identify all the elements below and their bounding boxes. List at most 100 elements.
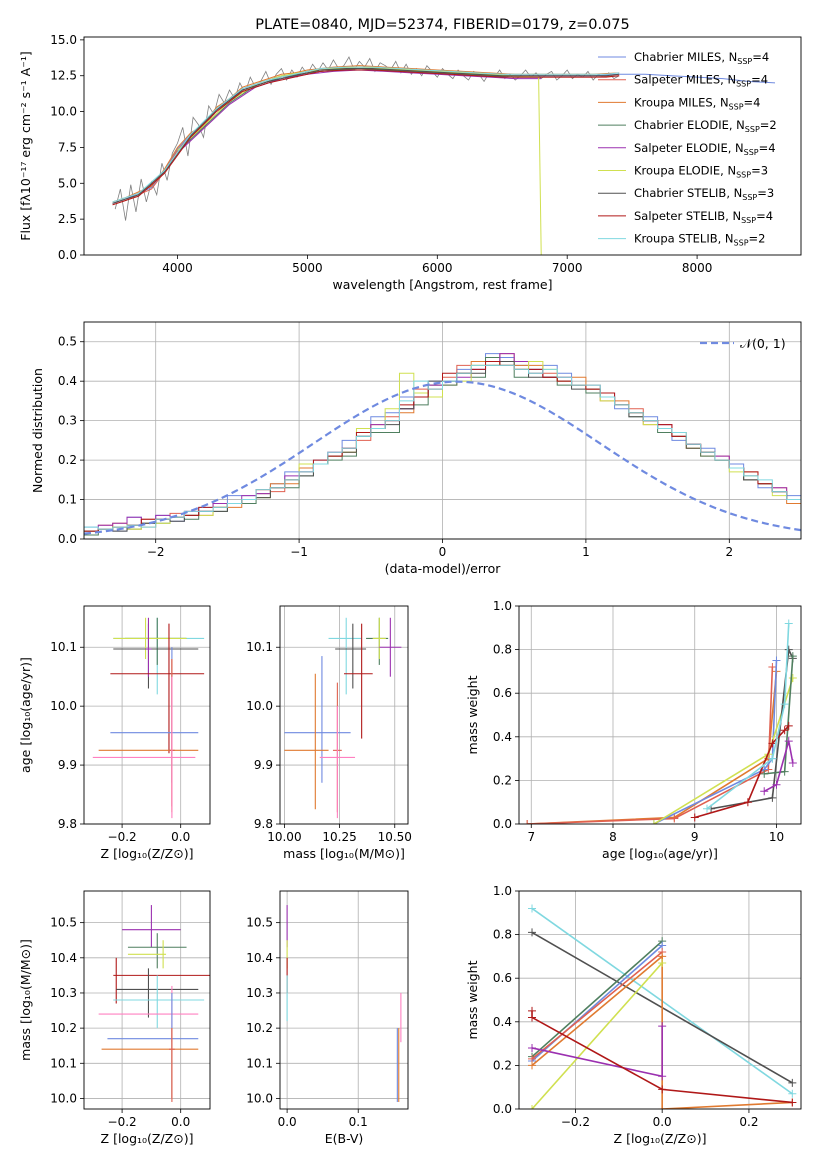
series-marker-1 <box>523 820 532 824</box>
series-marker-7 <box>784 721 793 730</box>
legend-label-6: Chabrier STELIB, NSSP=3 <box>634 186 774 202</box>
series-marker-0 <box>788 1089 797 1098</box>
axes-frame <box>83 605 211 825</box>
legend-label-3: Chabrier ELODIE, NSSP=2 <box>634 118 777 134</box>
axes-frame <box>83 36 802 256</box>
x-tick-label: −0.2 <box>561 1115 590 1129</box>
series-marker-7 <box>658 1022 667 1031</box>
y-tick-label: 12.5 <box>50 69 77 83</box>
y-tick-label: 9.8 <box>254 817 273 831</box>
series-line-2 <box>531 940 663 1058</box>
x-tick-label: 0.2 <box>739 1115 758 1129</box>
data-spectrum-line <box>114 56 620 221</box>
series-line-6 <box>112 68 620 204</box>
chart-mass-vs-ebv: 0.0 0.1 10.0 10.1 10.2 10.3 10.4 10.5 E(B-V) <box>246 890 409 1146</box>
series-line-4 <box>531 951 663 1060</box>
legend-label-subscript: SSP <box>741 216 756 225</box>
legend-label-1: Salpeter MILES, NSSP=4 <box>634 73 768 89</box>
axes-frame <box>279 605 409 825</box>
y-tick-label: 0.4 <box>58 374 77 388</box>
chart-age-vs-Z: −0.2 0.0 9.8 9.9 10.0 10.1 Z [log₁₀(Z/Z⊙)] age … <box>18 605 211 861</box>
y-axis-label: mass [log₁₀(M/M⊙)] <box>18 939 33 1061</box>
x-tick-label: 0.0 <box>171 830 190 844</box>
axes-frame <box>83 890 211 1110</box>
y-tick-label: 10.3 <box>50 986 77 1000</box>
y-tick-label: 10.1 <box>246 640 273 654</box>
y-tick-label: 15.0 <box>50 33 77 47</box>
series-marker-1 <box>670 814 679 823</box>
x-tick-label: 10.50 <box>378 830 412 844</box>
legend-label-subscript: SSP <box>744 148 759 157</box>
chart-title: PLATE=0840, MJD=52374, FIBERID=0179, z=0… <box>255 17 629 33</box>
series-marker-8 <box>788 1098 797 1107</box>
series-marker-8 <box>658 1085 667 1094</box>
series-line-3 <box>177 68 542 153</box>
series-marker-3 <box>649 820 658 824</box>
y-tick-label: 10.1 <box>246 1056 273 1070</box>
series-marker-6 <box>760 787 769 796</box>
series-marker-1 <box>528 928 537 937</box>
series-marker-2 <box>772 656 781 665</box>
x-axis-label: Z [log₁₀(Z/Z⊙)] <box>101 846 194 861</box>
y-tick-label: 10.5 <box>246 916 273 930</box>
plot-area <box>523 619 797 824</box>
y-tick-label: 10.0 <box>246 1091 273 1105</box>
series-line-7 <box>112 69 620 206</box>
y-tick-label: 10.1 <box>50 640 77 654</box>
series-marker-7 <box>658 1072 667 1081</box>
chart-weight-vs-Z: −0.2 0.0 0.2 0.0 0.2 0.4 0.6 0.8 1.0 Z [log₁₀(Z/Z… <box>465 884 802 1146</box>
legend-label-text: Chabrier ELODIE, N <box>634 118 745 132</box>
x-tick-label: 0.1 <box>349 1115 368 1129</box>
legend-label-value: =4 <box>751 73 768 87</box>
legend-label-text: Kroupa ELODIE, N <box>634 164 736 178</box>
axes-frame <box>518 605 802 825</box>
series-line-0 <box>527 671 778 824</box>
y-tick-label: 0.5 <box>58 335 77 349</box>
series-line-0 <box>112 66 776 204</box>
legend-label-2: Kroupa MILES, NSSP=4 <box>634 95 760 111</box>
y-tick-label: 0.0 <box>493 817 512 831</box>
y-tick-label: 0.6 <box>493 686 512 700</box>
series-marker-4 <box>768 793 777 802</box>
series-marker-1 <box>788 1078 797 1087</box>
x-axis-label: wavelength [Angstrom, rest frame] <box>332 277 552 292</box>
y-tick-label: 10.0 <box>50 699 77 713</box>
x-tick-label: 8000 <box>682 261 713 275</box>
y-tick-label: 10.3 <box>246 986 273 1000</box>
y-tick-label: 9.9 <box>58 758 77 772</box>
x-axis-label: E(B-V) <box>325 1131 364 1146</box>
normal-reference-curve <box>84 380 801 535</box>
legend-label-subscript: SSP <box>737 57 752 66</box>
y-axis-label: age [log₁₀(age/yr)] <box>18 657 33 773</box>
legend-label-normal: 𝒩(0, 1) <box>740 336 786 351</box>
legend-label-text: Chabrier STELIB, N <box>634 186 742 200</box>
legend-label-subscript: SSP <box>745 125 760 134</box>
x-tick-label: −0.2 <box>108 1115 137 1129</box>
legend-label-text: Salpeter STELIB, N <box>634 209 741 223</box>
x-axis-label: age [log₁₀(age/yr)] <box>602 846 718 861</box>
y-tick-label: 7.5 <box>58 140 77 154</box>
y-tick-label: 0.0 <box>58 248 77 262</box>
x-tick-label: 8 <box>609 830 617 844</box>
series-line-1 <box>527 667 774 824</box>
y-tick-label: 2.5 <box>58 212 77 226</box>
legend-label-subscript: SSP <box>742 193 757 202</box>
legend-label-5: Kroupa ELODIE, NSSP=3 <box>634 164 768 180</box>
series-marker-5 <box>658 1105 667 1109</box>
legend-label-text: Salpeter MILES, N <box>634 73 736 87</box>
legend-label-value: =2 <box>749 232 766 246</box>
series-marker-4 <box>784 645 793 654</box>
y-tick-label: 10.1 <box>50 1056 77 1070</box>
chart-residuals: −2 −1 0 1 2 0.0 0.1 0.2 0.3 0.4 0.5 (data-model)/er… <box>30 321 802 576</box>
y-tick-label: 0.4 <box>493 730 512 744</box>
y-tick-label: 10.4 <box>246 951 273 965</box>
legend-label-subscript: SSP <box>734 239 749 248</box>
legend-label-0: Chabrier MILES, NSSP=4 <box>634 50 769 66</box>
y-tick-label: 5.0 <box>58 176 77 190</box>
x-tick-label: 0.0 <box>278 1115 297 1129</box>
x-tick-label: −1 <box>290 545 308 559</box>
legend-label-subscript: SSP <box>736 171 751 180</box>
plot-area <box>112 56 776 255</box>
series-marker-0 <box>528 904 537 913</box>
